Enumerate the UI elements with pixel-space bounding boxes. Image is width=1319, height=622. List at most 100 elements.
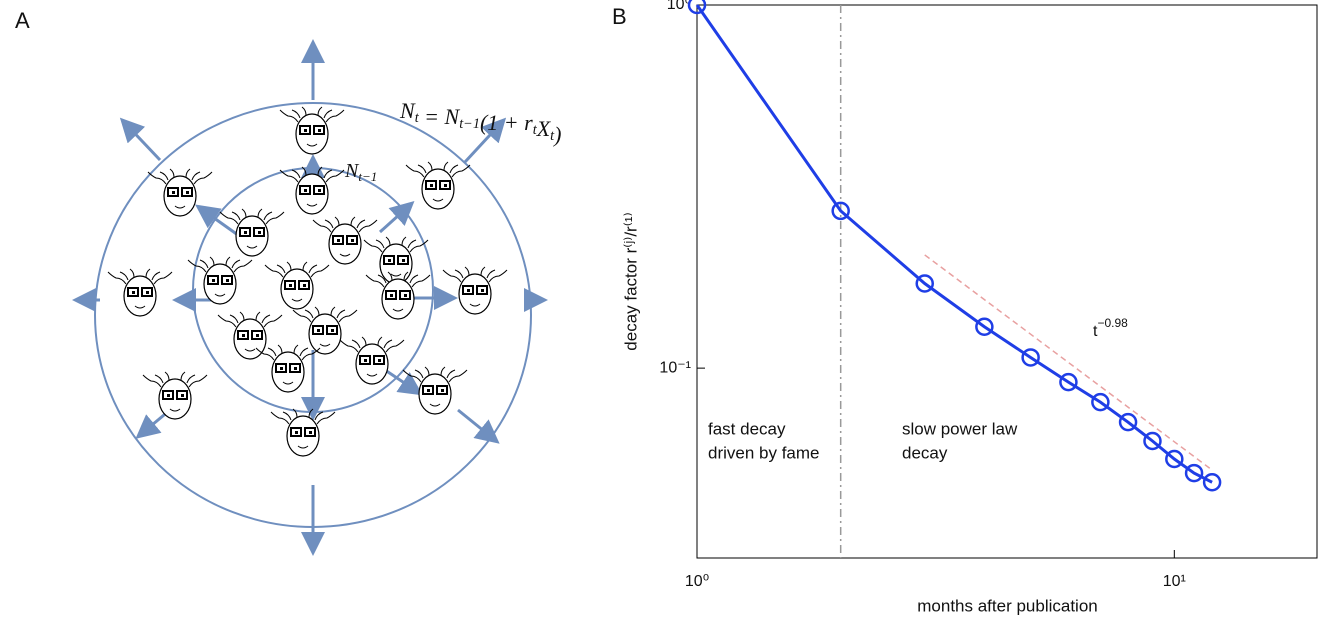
mouth [469, 303, 481, 307]
arrow [457, 408, 500, 444]
hair [219, 208, 285, 225]
face [286, 415, 320, 457]
plot-frame [696, 4, 1318, 559]
eye [337, 239, 340, 242]
y-tick-label: 10⁰ [667, 0, 691, 13]
face [295, 113, 329, 155]
mouth [297, 445, 309, 449]
face [158, 378, 192, 420]
eye [167, 394, 170, 397]
y-axis-label: decay factor r⁽ʲ⁾/r⁽¹⁾ [621, 212, 640, 350]
eye [481, 289, 484, 292]
mouth [432, 198, 444, 202]
data-point [1059, 372, 1078, 392]
face [233, 318, 267, 360]
formula: Nt−1 [344, 160, 377, 184]
hair [339, 336, 405, 353]
formula-text: = N [419, 104, 461, 129]
hair [142, 371, 208, 388]
formula-subscript: t−1 [358, 169, 377, 184]
person-icon [219, 208, 285, 257]
eye [309, 431, 312, 434]
hair [365, 271, 431, 288]
annotation: decay [902, 443, 948, 462]
eye [132, 291, 135, 294]
person-icon [279, 166, 345, 215]
hair [147, 168, 213, 185]
eye [351, 239, 354, 242]
face [235, 215, 269, 257]
mouth [214, 293, 226, 297]
data-point [1021, 348, 1040, 367]
person-icon [402, 366, 468, 415]
data-point [975, 317, 994, 337]
face [308, 313, 342, 355]
formula-subscript: t [415, 110, 420, 126]
eye [258, 231, 261, 234]
formula-subscript: t [533, 122, 538, 138]
eye [304, 129, 307, 132]
person-icon [264, 261, 330, 310]
formula-text: X [536, 116, 552, 141]
eye [390, 294, 393, 297]
hair [217, 311, 283, 328]
eye [402, 259, 405, 262]
face [123, 275, 157, 317]
eye [441, 389, 444, 392]
eye [172, 191, 175, 194]
eye [256, 334, 259, 337]
data-point [915, 274, 934, 293]
formula-text: N [399, 98, 416, 123]
eye [388, 259, 391, 262]
face [280, 268, 314, 310]
arrow [119, 117, 162, 162]
annotation: fast decay [708, 419, 786, 438]
person-icon [339, 336, 405, 385]
person-icon [147, 168, 213, 217]
person-icon [405, 161, 471, 210]
face [418, 373, 452, 415]
face [328, 223, 362, 265]
series-line [695, 4, 1213, 484]
hair [279, 166, 345, 183]
face [295, 173, 329, 215]
data-point [1165, 449, 1184, 469]
face [381, 278, 415, 320]
panel-label: A [15, 8, 30, 33]
eye [378, 359, 381, 362]
person-icon [365, 271, 431, 320]
x-axis-label: months after publication [917, 596, 1098, 615]
hair [363, 236, 429, 253]
mouth [319, 343, 331, 347]
arrow [384, 368, 423, 396]
eye [318, 129, 321, 132]
mouth [169, 408, 181, 412]
mouth [429, 403, 441, 407]
eye [444, 184, 447, 187]
hair [264, 261, 330, 278]
eye [467, 289, 470, 292]
data-point [1091, 392, 1110, 412]
eye [331, 329, 334, 332]
eye [146, 291, 149, 294]
face [421, 168, 455, 210]
hair [270, 408, 336, 425]
formula-text: ) [552, 122, 561, 147]
arrow [378, 200, 415, 234]
formula-subscript: t [550, 128, 555, 144]
mouth [282, 381, 294, 385]
person-icon [363, 236, 429, 285]
x-tick-label: 10¹ [1163, 573, 1186, 590]
eye [430, 184, 433, 187]
mouth [306, 143, 318, 147]
mouth [306, 203, 318, 207]
mouth [392, 308, 404, 312]
person-icon [292, 306, 358, 355]
hair [442, 266, 508, 283]
hair [107, 268, 173, 285]
arrow [463, 117, 507, 164]
mouth [339, 253, 351, 257]
face [163, 175, 197, 217]
